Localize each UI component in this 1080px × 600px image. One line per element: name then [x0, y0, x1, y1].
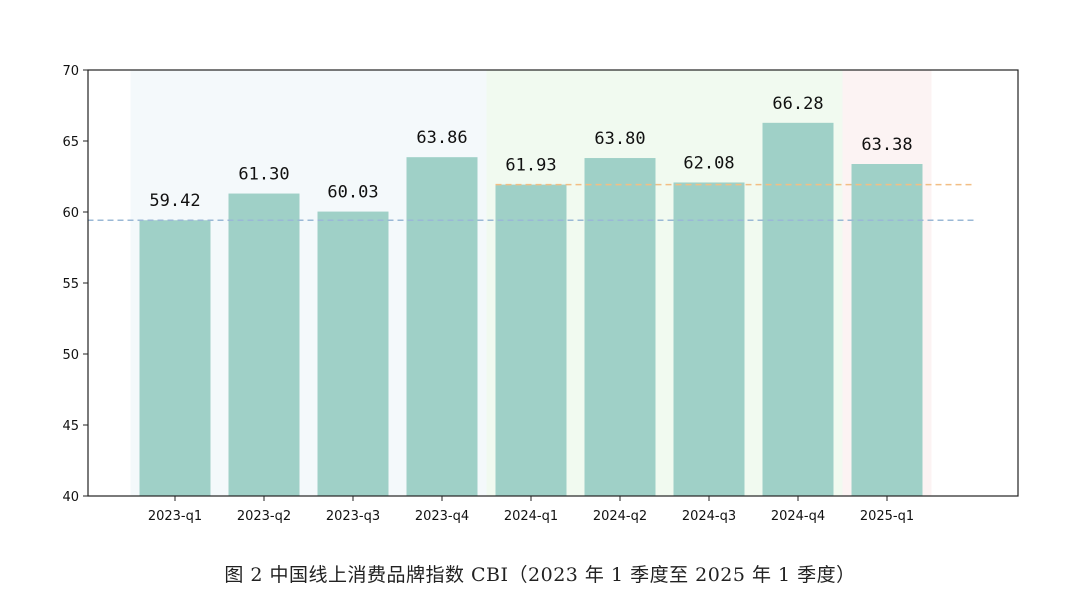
y-tick-label: 65 — [62, 135, 79, 150]
x-tick-label: 2024-q3 — [682, 509, 736, 524]
x-tick-label: 2024-q4 — [771, 509, 825, 524]
x-tick-label: 2023-q1 — [148, 509, 202, 524]
bar-2023-q2[interactable] — [228, 193, 300, 497]
x-tick-label: 2023-q2 — [237, 509, 291, 524]
y-tick-label: 40 — [62, 490, 79, 505]
data-label: 59.42 — [149, 191, 200, 211]
data-label: 61.93 — [505, 156, 556, 176]
bar-chart: 59.42 61.30 60.03 63.86 61.93 63.80 62.08 66.28… — [62, 64, 1019, 524]
data-label: 60.03 — [327, 183, 378, 203]
bar-2024-q4[interactable] — [762, 122, 834, 496]
y-tick-label: 45 — [62, 419, 79, 434]
y-tick-label: 50 — [62, 348, 79, 363]
bar-2023-q3[interactable] — [317, 211, 389, 496]
x-tick-label: 2024-q2 — [593, 509, 647, 524]
data-label: 61.30 — [238, 165, 289, 185]
y-tick-label: 70 — [62, 64, 79, 79]
data-label: 62.08 — [683, 153, 734, 173]
bar-2024-q1[interactable] — [495, 184, 567, 496]
y-tick-label: 60 — [62, 206, 79, 221]
data-label: 63.80 — [594, 129, 645, 149]
bar-2024-q2[interactable] — [584, 158, 656, 497]
data-label: 63.38 — [861, 135, 912, 155]
x-tick-label: 2023-q4 — [415, 509, 469, 524]
data-label: 63.86 — [416, 128, 467, 148]
figure-caption: 图 2 中国线上消费品牌指数 CBI（2023 年 1 季度至 2025 年 1… — [224, 564, 856, 586]
bar-2023-q4[interactable] — [406, 157, 478, 497]
x-tick-label: 2024-q1 — [504, 509, 558, 524]
x-tick-label: 2025-q1 — [860, 509, 914, 524]
bar-2024-q3[interactable] — [673, 182, 745, 497]
bar-2023-q1[interactable] — [139, 220, 211, 496]
data-label: 66.28 — [772, 94, 823, 114]
x-tick-label: 2023-q3 — [326, 509, 380, 524]
bar-2025-q1[interactable] — [851, 164, 923, 496]
y-tick-label: 55 — [62, 277, 79, 292]
